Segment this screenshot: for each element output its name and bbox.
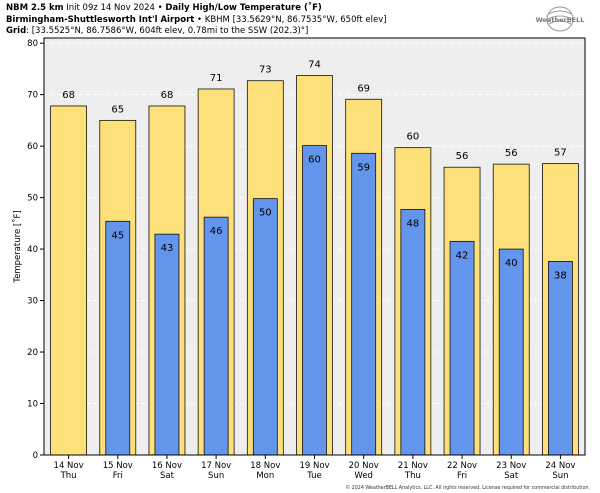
low-temp-label: 46 [210, 226, 223, 237]
x-tick-day: Thu [60, 471, 77, 481]
low-temp-label: 38 [554, 270, 567, 281]
x-tick-date: 16 Nov [152, 461, 182, 471]
x-tick-day: Fri [113, 471, 123, 481]
y-tick-label: 60 [27, 142, 38, 152]
low-temp-bar [449, 240, 475, 456]
y-tick-label: 20 [27, 348, 38, 358]
separator: • [197, 14, 203, 25]
header-line-1: NBM 2.5 km Init 09z 14 Nov 2024 • Daily … [6, 3, 387, 15]
low-temp-bar [351, 152, 377, 456]
high-temp-label: 65 [111, 104, 124, 115]
weatherbell-logo: WeatherBELL [536, 6, 585, 32]
y-tick-label: 80 [27, 39, 38, 49]
model-name: NBM 2.5 km [6, 3, 64, 13]
x-tick-date: 22 Nov [447, 461, 477, 471]
low-temp-bar [400, 209, 426, 456]
separator: • [157, 3, 163, 13]
high-temp-label: 68 [161, 90, 174, 101]
y-tick-label: 40 [27, 245, 38, 255]
grid-coords: : [33.5525°N, 86.7586°W, 604ft elev, 0.7… [26, 26, 309, 36]
low-temp-label: 48 [406, 218, 419, 229]
y-tick-label: 0 [33, 451, 38, 461]
low-temp-bar [203, 216, 229, 456]
low-temp-bar [548, 261, 573, 456]
high-temp-label: 73 [259, 65, 272, 76]
x-tick-day: Fri [457, 471, 467, 481]
x-tick-day: Thu [404, 471, 421, 481]
high-temp-label: 60 [406, 132, 419, 143]
low-temp-label: 42 [456, 250, 469, 261]
high-temp-label: 56 [456, 151, 469, 162]
y-tick-label: 70 [27, 91, 38, 101]
x-tick-day: Wed [354, 471, 373, 481]
high-temp-label: 71 [210, 73, 223, 84]
low-temp-label: 50 [259, 208, 272, 219]
copyright-footer: © 2024 WeatherBELL Analytics, LLC. All r… [345, 486, 590, 491]
high-temp-bar [50, 105, 87, 456]
high-temp-label: 68 [62, 90, 75, 101]
low-temp-label: 60 [308, 155, 321, 166]
high-temp-label: 69 [357, 83, 370, 94]
x-tick-date: 23 Nov [496, 461, 526, 471]
y-tick-label: 50 [27, 194, 38, 204]
x-tick-date: 17 Nov [201, 461, 231, 471]
station-name: Birmingham-Shuttlesworth Int'l Airport [6, 14, 195, 25]
x-tick-date: 19 Nov [299, 461, 329, 471]
low-temp-label: 43 [161, 243, 174, 254]
y-tick-label: 30 [27, 297, 38, 307]
high-temp-label: 56 [505, 148, 518, 159]
x-tick-date: 18 Nov [250, 461, 280, 471]
low-temp-bar [302, 145, 327, 456]
header-line-3: Grid: [33.5525°N, 86.7586°W, 604ft elev,… [6, 26, 387, 38]
x-tick-date: 15 Nov [103, 461, 133, 471]
low-temp-label: 45 [111, 230, 124, 241]
x-tick-day: Sun [552, 471, 568, 481]
chart-header: NBM 2.5 km Init 09z 14 Nov 2024 • Daily … [6, 3, 387, 38]
low-temp-bar [105, 220, 131, 456]
logo-text: WeatherBELL [536, 16, 585, 24]
x-tick-day: Mon [256, 471, 274, 481]
high-temp-label: 57 [554, 148, 567, 159]
init-time: Init 09z 14 Nov 2024 [66, 3, 155, 13]
low-temp-label: 59 [357, 162, 370, 173]
header-line-2: Birmingham-Shuttlesworth Int'l Airport •… [6, 15, 387, 27]
low-temp-bar [252, 198, 278, 456]
x-tick-date: 21 Nov [398, 461, 428, 471]
x-tick-day: Sun [208, 471, 224, 481]
x-tick-date: 20 Nov [349, 461, 379, 471]
x-tick-date: 24 Nov [545, 461, 575, 471]
station-coords: KBHM [33.5629°N, 86.7535°W, 650ft elev] [204, 14, 387, 25]
x-tick-day: Tue [306, 471, 322, 481]
plot-frame [43, 37, 586, 456]
low-temp-label: 40 [505, 258, 518, 269]
x-tick-date: 14 Nov [54, 461, 84, 471]
y-axis-label: Temperature [˚F] [12, 210, 23, 283]
low-temp-bar [154, 233, 180, 456]
x-tick-day: Sat [160, 471, 175, 481]
grid-label: Grid [6, 26, 27, 36]
y-tick-label: 10 [27, 400, 38, 410]
chart-title: Daily High/Low Temperature (˚F) [165, 3, 322, 13]
x-tick-day: Sat [504, 471, 519, 481]
high-temp-label: 74 [308, 60, 321, 71]
low-temp-bar [498, 248, 524, 456]
